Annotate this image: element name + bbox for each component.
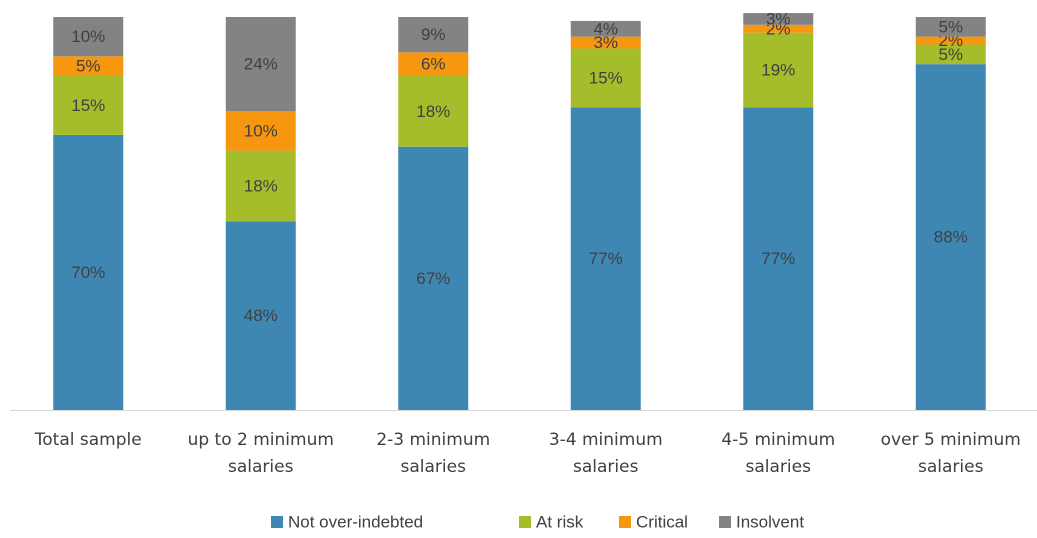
data-label: 5% bbox=[76, 57, 101, 76]
data-label: 15% bbox=[589, 68, 623, 87]
data-label: 10% bbox=[244, 121, 278, 140]
bar-segment bbox=[743, 24, 814, 33]
bar-segment bbox=[743, 32, 814, 108]
data-label: 3% bbox=[766, 9, 791, 28]
data-label: 18% bbox=[416, 102, 450, 121]
bar-segment bbox=[53, 134, 124, 410]
legend-swatch bbox=[619, 516, 631, 528]
data-label: 18% bbox=[244, 176, 278, 195]
legend-swatch bbox=[519, 516, 531, 528]
bar-segment bbox=[915, 36, 986, 45]
bar-segment bbox=[53, 56, 124, 76]
bar-segment bbox=[398, 17, 469, 53]
bar-segment bbox=[225, 111, 296, 151]
bar-segment bbox=[915, 44, 986, 65]
data-label: 88% bbox=[934, 228, 968, 247]
data-label: 9% bbox=[421, 25, 446, 44]
x-tick-label: over 5 minimum salaries bbox=[880, 430, 1021, 477]
bar-segment bbox=[915, 17, 986, 37]
x-tick-label-box: Total sample bbox=[34, 430, 142, 450]
bar-segment bbox=[915, 64, 986, 410]
x-tick-label: 4-5 minimum salaries bbox=[721, 430, 836, 477]
data-label: 3% bbox=[593, 33, 618, 52]
x-tick-label: up to 2 minimum salaries bbox=[187, 430, 334, 477]
bar-segment bbox=[743, 107, 814, 410]
legend-label: At risk bbox=[536, 512, 584, 531]
x-tick-label: 2-3 minimum salaries bbox=[376, 430, 491, 477]
x-tick-label-box: 3-4 minimum salaries bbox=[548, 430, 663, 477]
data-label: 15% bbox=[71, 96, 105, 115]
bar-segment bbox=[398, 52, 469, 76]
data-label: 70% bbox=[71, 263, 105, 282]
x-tick-label-box: 4-5 minimum salaries bbox=[721, 430, 836, 477]
x-tick-label-box: over 5 minimum salaries bbox=[880, 430, 1021, 477]
bar-segment bbox=[570, 48, 641, 108]
data-label: 5% bbox=[938, 17, 963, 36]
bar-segment bbox=[225, 150, 296, 222]
data-label: 4% bbox=[593, 19, 618, 38]
data-label: 6% bbox=[421, 55, 446, 74]
x-tick-label-box: up to 2 minimum salaries bbox=[187, 430, 334, 477]
legend-label: Insolvent bbox=[736, 512, 804, 531]
bar-segment bbox=[570, 36, 641, 49]
legend-swatch bbox=[271, 516, 283, 528]
data-label: 19% bbox=[761, 61, 795, 80]
data-label: 48% bbox=[244, 306, 278, 325]
x-tick-label-box: 2-3 minimum salaries bbox=[376, 430, 491, 477]
bar-segment bbox=[225, 221, 296, 410]
bar-segment bbox=[225, 17, 296, 112]
bar-segment bbox=[53, 75, 124, 135]
bar-segment bbox=[570, 20, 641, 37]
data-label: 77% bbox=[761, 249, 795, 268]
bar-segment bbox=[743, 13, 814, 25]
data-label: 10% bbox=[71, 27, 105, 46]
bar-segment bbox=[398, 75, 469, 147]
data-label: 77% bbox=[589, 249, 623, 268]
legend-label: Not over-indebted bbox=[288, 512, 423, 531]
bar-segment bbox=[53, 17, 124, 57]
data-label: 5% bbox=[938, 45, 963, 64]
bar-segment bbox=[398, 146, 469, 410]
x-tick-label: Total sample bbox=[34, 430, 142, 450]
data-label: 24% bbox=[244, 55, 278, 74]
data-label: 67% bbox=[416, 269, 450, 288]
bar-segment bbox=[570, 107, 641, 410]
legend-swatch bbox=[719, 516, 731, 528]
x-tick-label: 3-4 minimum salaries bbox=[548, 430, 663, 477]
legend-label: Critical bbox=[636, 512, 688, 531]
